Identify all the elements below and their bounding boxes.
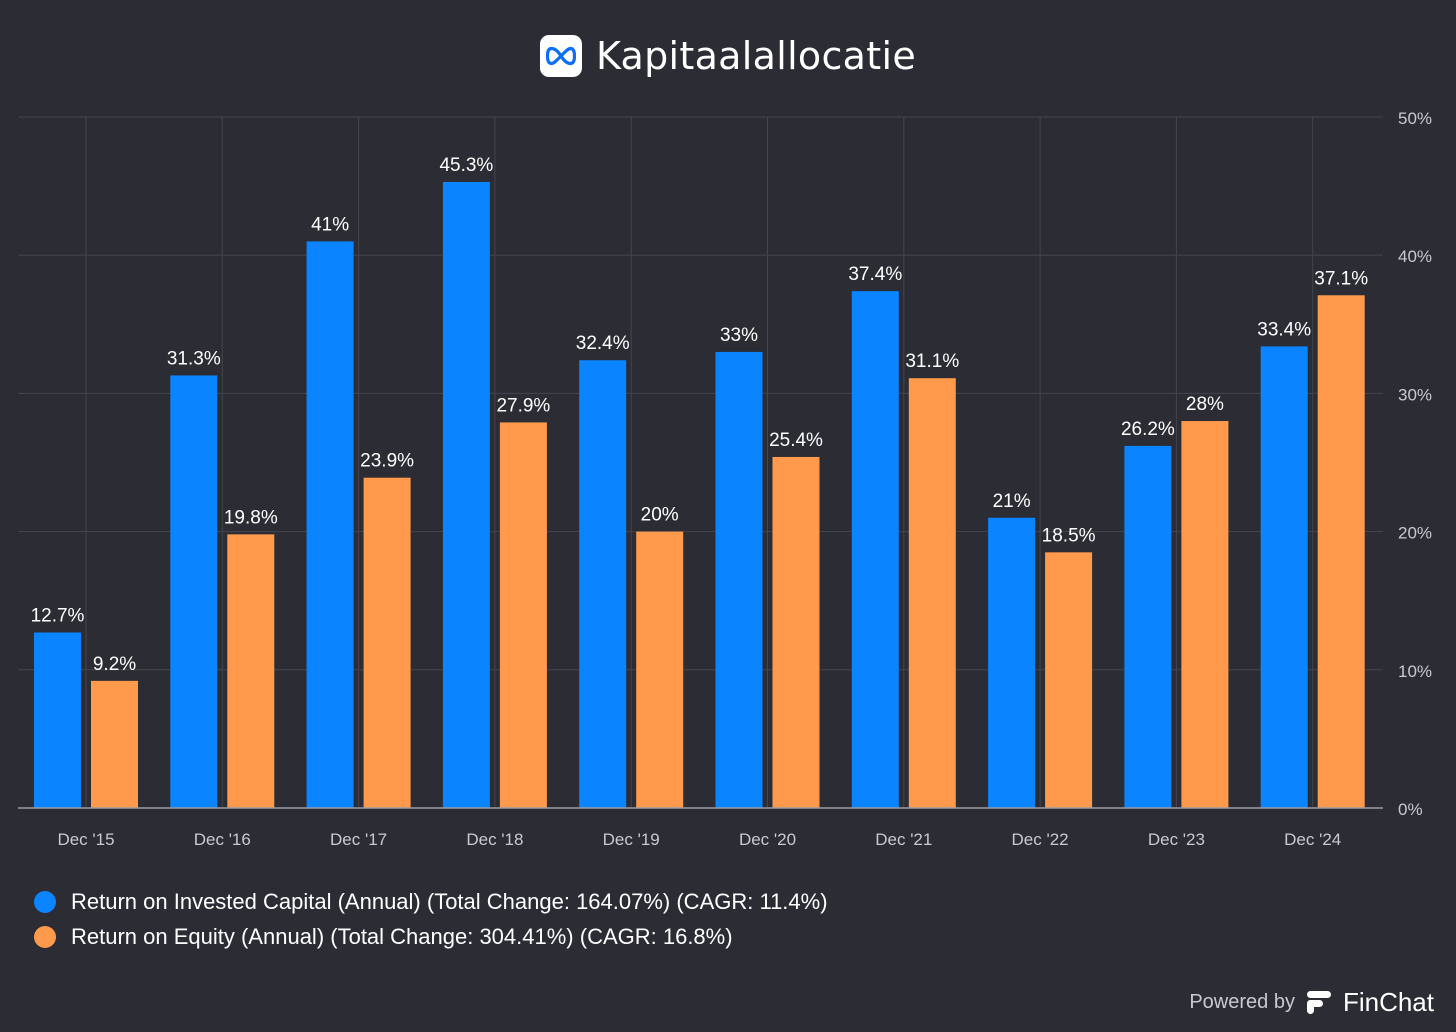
bar-roic <box>579 360 627 808</box>
data-label: 41% <box>311 214 349 235</box>
chart-title: Kapitaalallocatie <box>595 34 916 78</box>
bar-roic <box>715 351 763 808</box>
data-label: 12.7% <box>31 605 85 626</box>
x-tick-label: Dec '23 <box>1148 830 1205 849</box>
bar-roe <box>363 477 411 808</box>
y-tick-label: 20% <box>1398 524 1432 543</box>
y-tick-label: 30% <box>1398 385 1432 404</box>
bar-roe <box>91 680 138 808</box>
bar-roe <box>636 531 684 808</box>
powered-by[interactable]: Powered by FinChat <box>1189 984 1434 1020</box>
legend-item-roic[interactable]: Return on Invested Capital (Annual) (Tot… <box>34 884 828 919</box>
data-label: 37.4% <box>848 264 902 285</box>
data-label: 19.8% <box>224 507 278 528</box>
data-label: 27.9% <box>496 395 550 416</box>
legend-swatch-roe <box>34 925 56 948</box>
finchat-logo-icon <box>1306 991 1331 1014</box>
chart-area: 0% 10% 20% 30% 40% 50% Dec '15 Dec '16 Dec '17 De… <box>18 109 1432 849</box>
finchat-brand: FinChat <box>1342 986 1434 1017</box>
data-label: 31.3% <box>167 348 221 369</box>
x-tick-label: Dec '19 <box>603 830 660 849</box>
bar-roe <box>1045 552 1093 808</box>
data-label: 18.5% <box>1042 525 1096 546</box>
data-label: 28% <box>1186 394 1224 415</box>
legend-swatch-roic <box>34 890 56 913</box>
data-label: 20% <box>641 505 679 526</box>
bar-roic <box>306 241 354 808</box>
data-label: 25.4% <box>769 430 823 451</box>
legend: Return on Invested Capital (Annual) (Tot… <box>34 884 828 954</box>
data-label: 45.3% <box>439 155 493 176</box>
bar-roe <box>772 456 820 808</box>
legend-label-roe: Return on Equity (Annual) (Total Change:… <box>71 923 733 949</box>
bar-roic <box>34 632 81 808</box>
powered-by-label: Powered by <box>1189 990 1295 1013</box>
bar-roe <box>1181 421 1229 808</box>
bar-roic <box>851 291 899 809</box>
data-label: 37.1% <box>1314 268 1368 289</box>
bar-roic <box>1124 445 1172 808</box>
x-tick-label: Dec '17 <box>330 830 387 849</box>
data-label: 26.2% <box>1121 419 1175 440</box>
bar-roe <box>1317 295 1365 808</box>
y-tick-label: 10% <box>1398 662 1432 681</box>
bar-roe <box>499 422 547 808</box>
y-tick-label: 50% <box>1398 109 1432 128</box>
data-label: 23.9% <box>360 451 414 472</box>
data-label: 32.4% <box>576 333 630 354</box>
data-label: 33.4% <box>1257 319 1311 340</box>
x-tick-label: Dec '22 <box>1012 830 1069 849</box>
data-label: 31.1% <box>905 351 959 372</box>
x-tick-label: Dec '24 <box>1284 830 1341 849</box>
y-tick-label: 40% <box>1398 247 1432 266</box>
legend-item-roe[interactable]: Return on Equity (Annual) (Total Change:… <box>34 919 828 954</box>
chart-header: Kapitaalallocatie <box>0 26 1456 86</box>
data-label: 9.2% <box>93 654 136 675</box>
x-tick-label: Dec '21 <box>875 830 932 849</box>
data-label: 21% <box>993 491 1031 512</box>
bar-roic <box>170 375 218 808</box>
bar-roic <box>442 181 490 809</box>
meta-infinity-icon <box>539 35 582 77</box>
bar-roic <box>988 517 1036 808</box>
bar-roe <box>227 534 275 808</box>
y-tick-label: 0% <box>1398 800 1423 819</box>
x-tick-label: Dec '20 <box>739 830 796 849</box>
bar-roic <box>1260 346 1308 808</box>
bar-roe <box>908 378 956 808</box>
x-tick-label: Dec '16 <box>194 830 251 849</box>
x-tick-label: Dec '15 <box>57 830 114 849</box>
data-label: 33% <box>720 325 758 346</box>
legend-label-roic: Return on Invested Capital (Annual) (Tot… <box>71 888 828 914</box>
x-tick-label: Dec '18 <box>466 830 523 849</box>
